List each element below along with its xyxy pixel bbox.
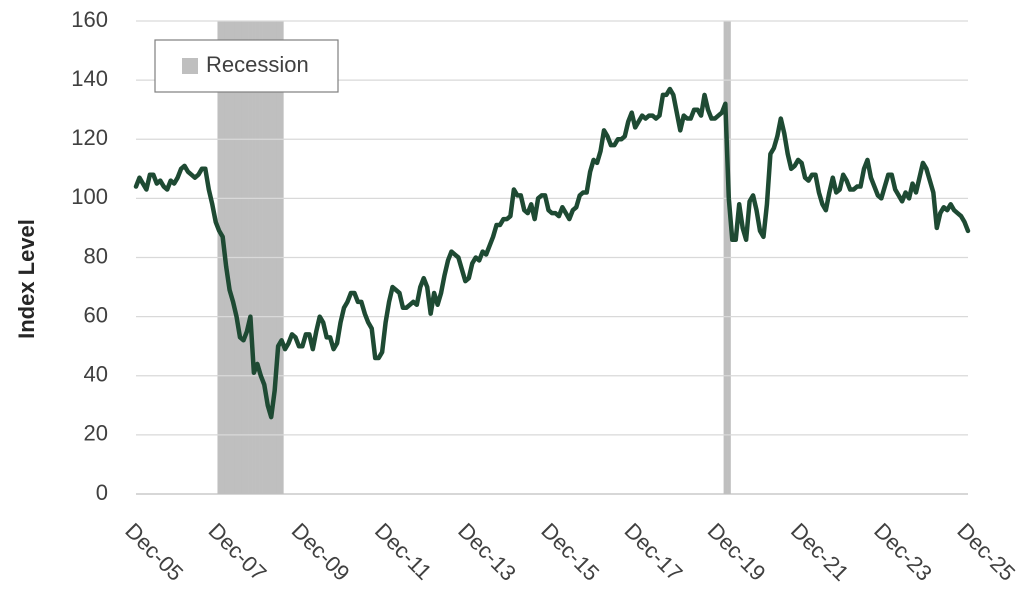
lines bbox=[133, 86, 971, 420]
y-tick-label: 80 bbox=[84, 243, 108, 268]
x-tick-label: Dec-11 bbox=[370, 518, 437, 585]
x-tick-label: Dec-23 bbox=[869, 518, 937, 586]
legend-swatch bbox=[182, 58, 198, 74]
x-tick-label: Dec-09 bbox=[287, 518, 355, 586]
x-tick-label: Dec-05 bbox=[120, 518, 188, 586]
x-tick-label: Dec-25 bbox=[952, 518, 1020, 586]
x-tick-label: Dec-17 bbox=[620, 518, 688, 586]
y-tick-label: 40 bbox=[84, 362, 108, 387]
x-tick-label: Dec-21 bbox=[786, 518, 854, 586]
y-axis-label: Index Level bbox=[14, 219, 39, 339]
legend-label: Recession bbox=[206, 52, 309, 77]
x-tick-label: Dec-13 bbox=[453, 518, 521, 586]
y-tick-label: 60 bbox=[84, 302, 108, 327]
y-tick-label: 140 bbox=[71, 66, 108, 91]
y-tick-label: 120 bbox=[71, 125, 108, 150]
y-tick-label: 20 bbox=[84, 421, 108, 446]
index-line bbox=[133, 86, 971, 420]
x-tick-label: Dec-19 bbox=[703, 518, 771, 586]
y-tick-label: 0 bbox=[96, 480, 108, 505]
legend: Recession bbox=[154, 39, 339, 93]
x-tick-label: Dec-15 bbox=[536, 518, 604, 586]
y-tick-label: 100 bbox=[71, 184, 108, 209]
x-tick-label: Dec-07 bbox=[204, 518, 272, 586]
y-tick-label: 160 bbox=[71, 7, 108, 32]
